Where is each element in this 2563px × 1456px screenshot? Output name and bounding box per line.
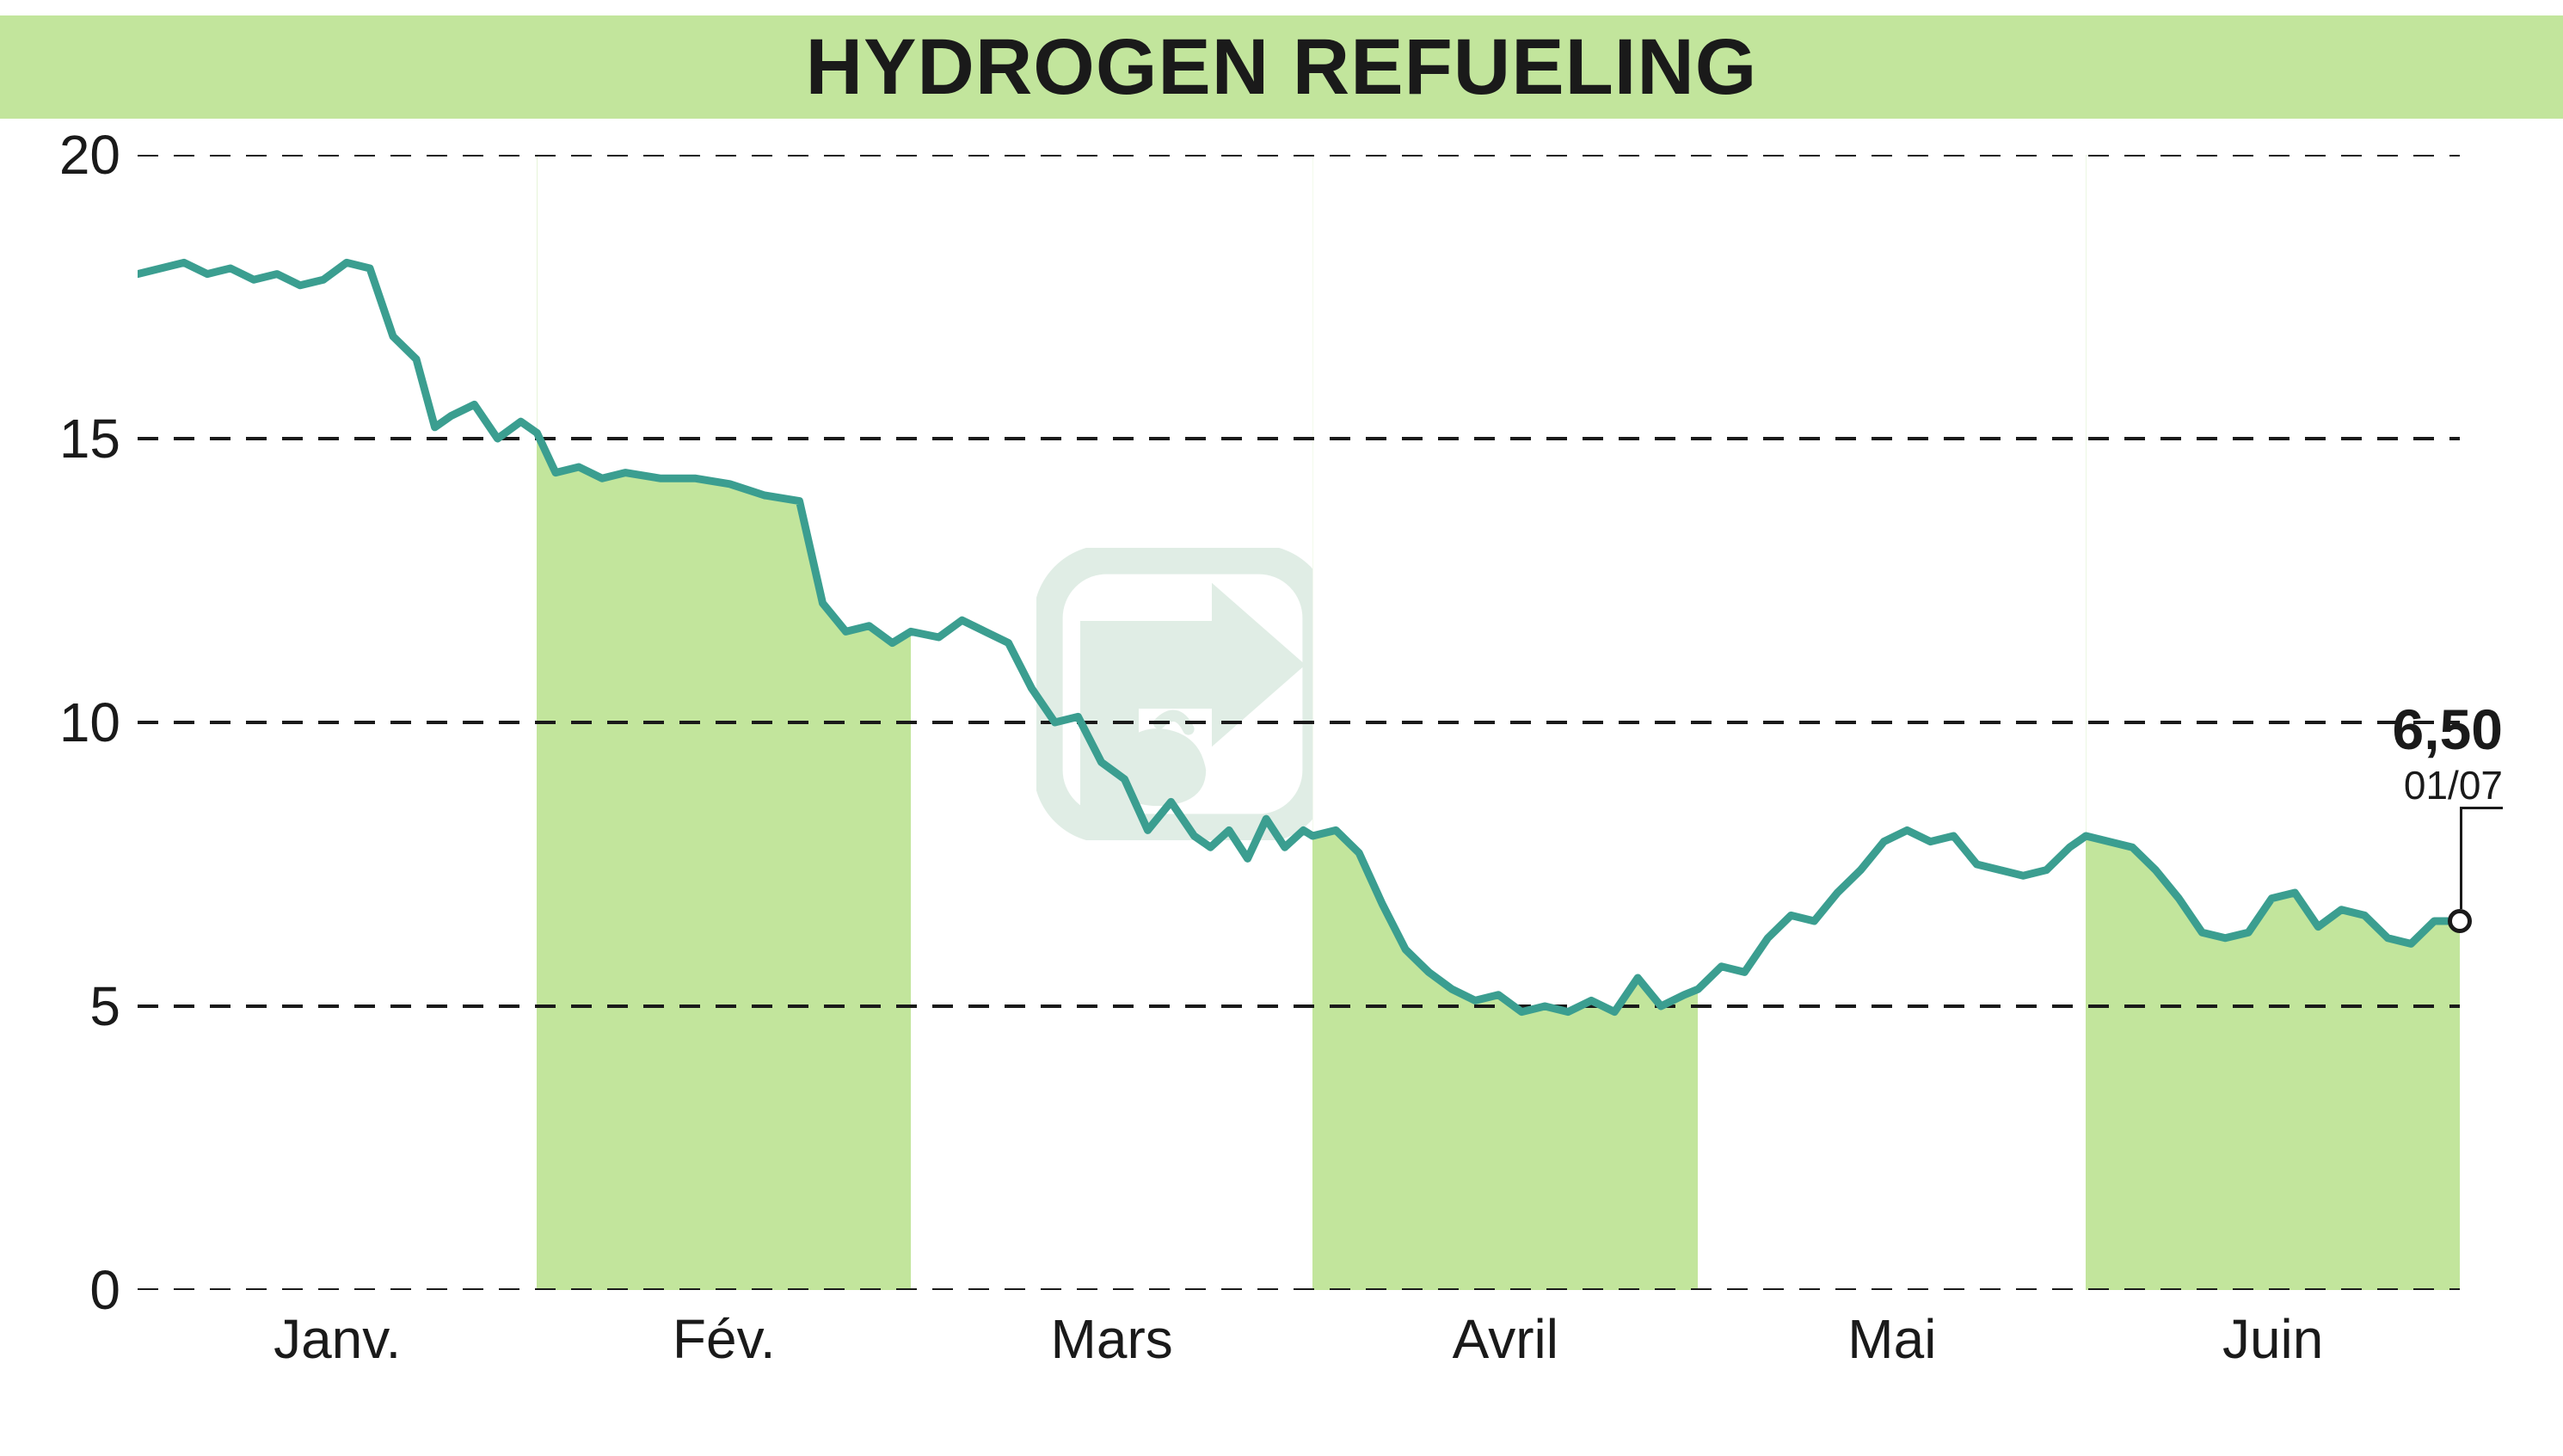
x-axis-label: Fév. bbox=[673, 1307, 776, 1371]
chart-container: HYDROGEN REFUELING 0 5 10 15 20 Janv. Fév. Mars… bbox=[0, 0, 2563, 1456]
x-axis-label: Janv. bbox=[274, 1307, 401, 1371]
leader-line bbox=[2460, 807, 2462, 909]
y-axis-label: 5 bbox=[0, 974, 120, 1038]
x-axis-label: Avril bbox=[1453, 1307, 1558, 1371]
y-axis-label: 15 bbox=[0, 407, 120, 470]
x-axis-label: Mai bbox=[1847, 1307, 1936, 1371]
x-axis-label: Mars bbox=[1051, 1307, 1173, 1371]
x-axis-label: Juin bbox=[2222, 1307, 2323, 1371]
chart-plot-area bbox=[138, 155, 2460, 1290]
last-value-date: 01/07 bbox=[2393, 762, 2503, 808]
y-axis-label: 20 bbox=[0, 123, 120, 187]
last-value-callout: 6,5001/07 bbox=[2393, 697, 2503, 808]
title-bar: HYDROGEN REFUELING bbox=[0, 15, 2563, 119]
chart-title: HYDROGEN REFUELING bbox=[806, 22, 1758, 113]
series-svg bbox=[138, 155, 2460, 1290]
last-value: 6,50 bbox=[2393, 697, 2503, 762]
y-axis-label: 10 bbox=[0, 691, 120, 754]
last-point-marker bbox=[2448, 909, 2472, 933]
y-axis-label: 0 bbox=[0, 1258, 120, 1322]
